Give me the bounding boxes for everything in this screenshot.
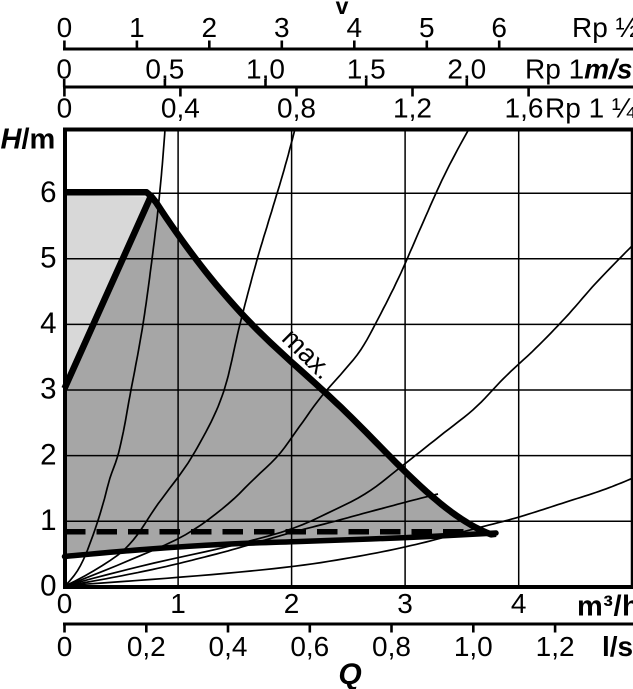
svg-text:4: 4 (40, 307, 56, 340)
svg-text:0: 0 (57, 631, 73, 662)
svg-text:1,2: 1,2 (393, 92, 432, 123)
svg-text:0,8: 0,8 (277, 92, 316, 123)
svg-text:4: 4 (511, 588, 527, 619)
svg-text:2: 2 (284, 588, 300, 619)
svg-text:1: 1 (129, 12, 145, 43)
svg-text:Rp 1m/s: Rp 1m/s (525, 54, 632, 85)
svg-text:0: 0 (57, 12, 73, 43)
svg-text:5: 5 (40, 242, 56, 275)
svg-text:1,0: 1,0 (246, 54, 285, 85)
svg-text:1,2: 1,2 (536, 631, 575, 662)
svg-text:5: 5 (419, 12, 435, 43)
svg-text:Q: Q (338, 658, 361, 689)
svg-text:3: 3 (274, 12, 290, 43)
svg-text:2,0: 2,0 (447, 54, 486, 85)
svg-text:H/m: H/m (1, 124, 56, 156)
svg-text:0,8: 0,8 (372, 631, 411, 662)
svg-text:1,6: 1,6 (505, 92, 544, 123)
svg-text:0: 0 (57, 588, 73, 619)
svg-text:0,5: 0,5 (145, 54, 184, 85)
svg-text:1,5: 1,5 (347, 54, 386, 85)
svg-text:Rp ½: Rp ½ (572, 12, 633, 43)
svg-text:v: v (336, 0, 349, 19)
svg-text:1: 1 (170, 588, 186, 619)
svg-text:6: 6 (40, 176, 56, 209)
svg-text:0,2: 0,2 (127, 631, 166, 662)
svg-text:2: 2 (40, 438, 56, 471)
svg-text:6: 6 (491, 12, 507, 43)
svg-text:0,6: 0,6 (290, 631, 329, 662)
svg-text:0: 0 (40, 570, 56, 603)
svg-text:1: 1 (40, 504, 56, 537)
svg-text:0,4: 0,4 (161, 92, 200, 123)
svg-text:3: 3 (40, 373, 56, 406)
svg-text:l/s: l/s (602, 631, 633, 662)
svg-text:m³/h: m³/h (577, 591, 633, 623)
svg-text:3: 3 (397, 588, 413, 619)
svg-text:4: 4 (347, 12, 363, 43)
svg-text:0: 0 (56, 54, 72, 85)
svg-text:2: 2 (202, 12, 218, 43)
svg-text:0: 0 (57, 92, 73, 123)
svg-text:Rp 1 ¼: Rp 1 ¼ (545, 92, 633, 123)
svg-text:0,4: 0,4 (209, 631, 248, 662)
svg-text:1,0: 1,0 (454, 631, 493, 662)
